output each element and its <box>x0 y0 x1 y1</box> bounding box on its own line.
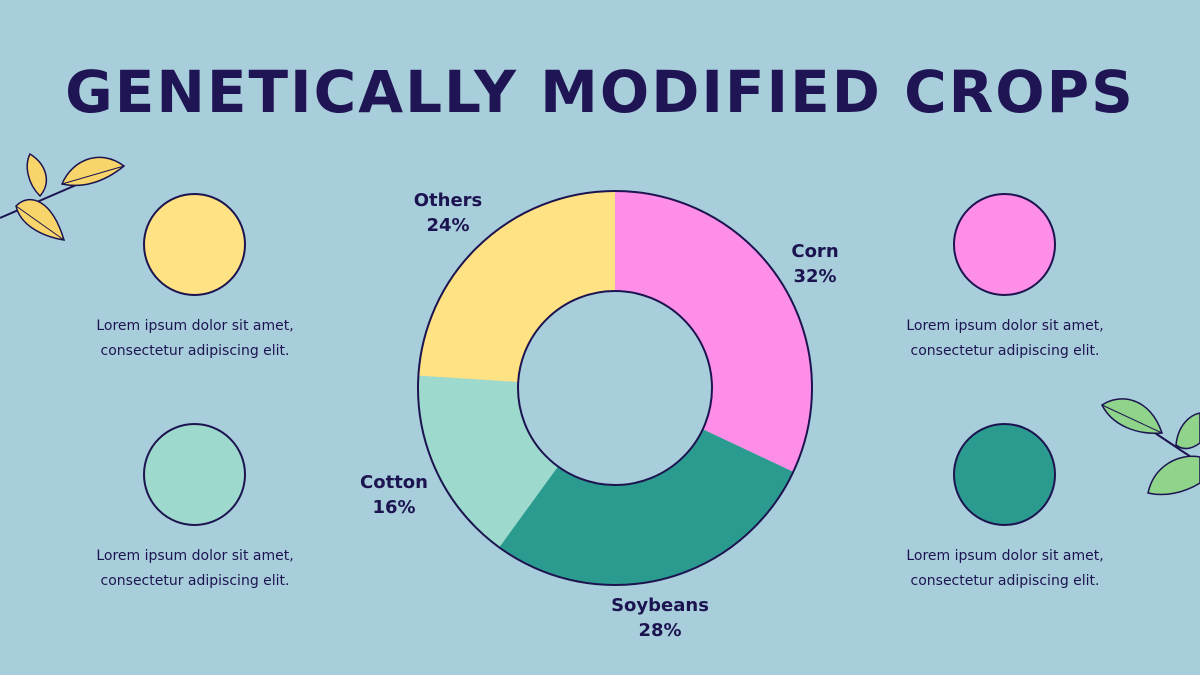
slice-value-corn: 32% <box>793 266 836 287</box>
yellow-leaf-branch-icon <box>0 152 126 241</box>
legend-text-line: consectetur adipiscing elit. <box>910 573 1100 589</box>
leaf-vein <box>1101 404 1163 434</box>
green-leaf-branch-icon <box>1101 398 1200 496</box>
slice-value-others: 24% <box>426 215 469 236</box>
legend-swatch-soybeans <box>953 423 1056 526</box>
legend-swatch-corn <box>953 193 1056 296</box>
legend-swatch-cotton <box>143 423 246 526</box>
slice-label-corn: Corn <box>791 241 838 262</box>
slice-label-cotton: Cotton <box>360 472 428 493</box>
slice-soybeans <box>499 429 794 585</box>
legend-text-line: Lorem ipsum dolor sit amet, <box>906 318 1104 334</box>
leaf <box>1147 455 1200 496</box>
legend-text-line: Lorem ipsum dolor sit amet, <box>96 548 294 564</box>
slice-others <box>418 191 615 382</box>
slice-value-cotton: 16% <box>372 497 415 518</box>
donut-outline <box>417 190 813 586</box>
legend-swatch-others <box>143 193 246 296</box>
slice-label-others: Others <box>414 190 483 211</box>
legend-text-others: Lorem ipsum dolor sit amet, consectetur … <box>65 314 325 364</box>
legend-text-cotton: Lorem ipsum dolor sit amet, consectetur … <box>65 544 325 594</box>
donut-outline <box>517 290 713 486</box>
legend-text-line: Lorem ipsum dolor sit amet, <box>96 318 294 334</box>
leaf <box>1175 412 1200 450</box>
slice-corn <box>615 191 812 472</box>
legend-text-line: Lorem ipsum dolor sit amet, <box>906 548 1104 564</box>
slice-label-soybeans: Soybeans <box>611 595 709 616</box>
legend-text-soybeans: Lorem ipsum dolor sit amet, consectetur … <box>875 544 1135 594</box>
leaf <box>26 152 48 198</box>
legend-text-corn: Lorem ipsum dolor sit amet, consectetur … <box>875 314 1135 364</box>
page-title: GENETICALLY MODIFIED CROPS <box>65 58 1135 126</box>
leaf-vein <box>15 205 65 241</box>
legend-text-line: consectetur adipiscing elit. <box>100 573 290 589</box>
slice-cotton <box>418 375 558 548</box>
legend-text-line: consectetur adipiscing elit. <box>910 343 1100 359</box>
legend-text-line: consectetur adipiscing elit. <box>100 343 290 359</box>
slice-value-soybeans: 28% <box>638 620 681 641</box>
leaf-vein <box>61 165 125 185</box>
